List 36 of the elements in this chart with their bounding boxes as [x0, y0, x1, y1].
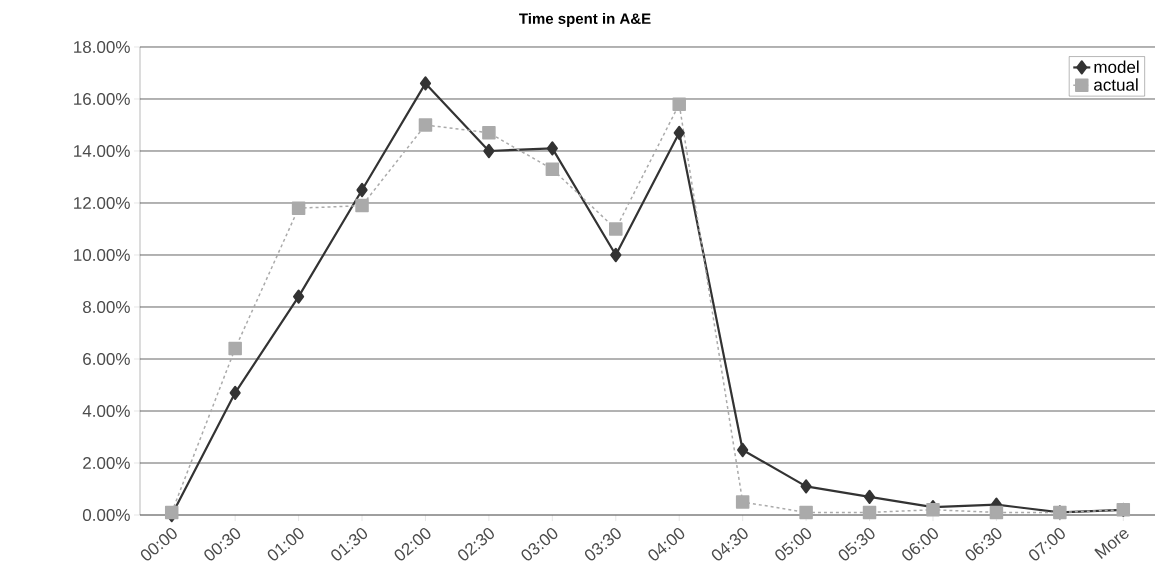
y-tick-label: 12.00%: [74, 196, 130, 210]
point: [989, 505, 1004, 520]
legend-label: model: [1094, 60, 1139, 74]
point: [735, 495, 750, 509]
point: [483, 143, 495, 159]
point: [673, 125, 685, 140]
point: [229, 385, 241, 400]
point: [291, 201, 306, 215]
y-tick-label: 6.00%: [83, 352, 130, 366]
y-tick-label: 14.00%: [74, 144, 130, 158]
point: [799, 505, 813, 520]
point: [228, 341, 242, 356]
point: [610, 247, 622, 263]
y-tick-label: 18.00%: [74, 40, 130, 54]
point: [545, 162, 560, 176]
point: [356, 182, 368, 198]
legend-label: actual: [1094, 78, 1138, 91]
point: [482, 126, 496, 140]
y-tick-label: 4.00%: [82, 404, 130, 418]
y-tick-label: 16.00%: [74, 92, 130, 106]
point: [800, 479, 812, 494]
point: [672, 97, 686, 111]
point: [609, 222, 623, 236]
point: [419, 76, 432, 91]
point: [292, 289, 305, 304]
point: [418, 118, 433, 132]
point: [862, 505, 877, 520]
y-tick-label: 0.00%: [82, 508, 130, 522]
chart-title: Time spent in A&E: [519, 13, 651, 27]
point: [355, 198, 369, 213]
y-tick-label: 8.00%: [83, 300, 130, 314]
point: [737, 442, 749, 458]
point: [863, 489, 876, 504]
y-tick-label: 10.00%: [74, 248, 130, 262]
point: [546, 141, 558, 156]
y-tick-label: 2.00%: [83, 456, 130, 470]
